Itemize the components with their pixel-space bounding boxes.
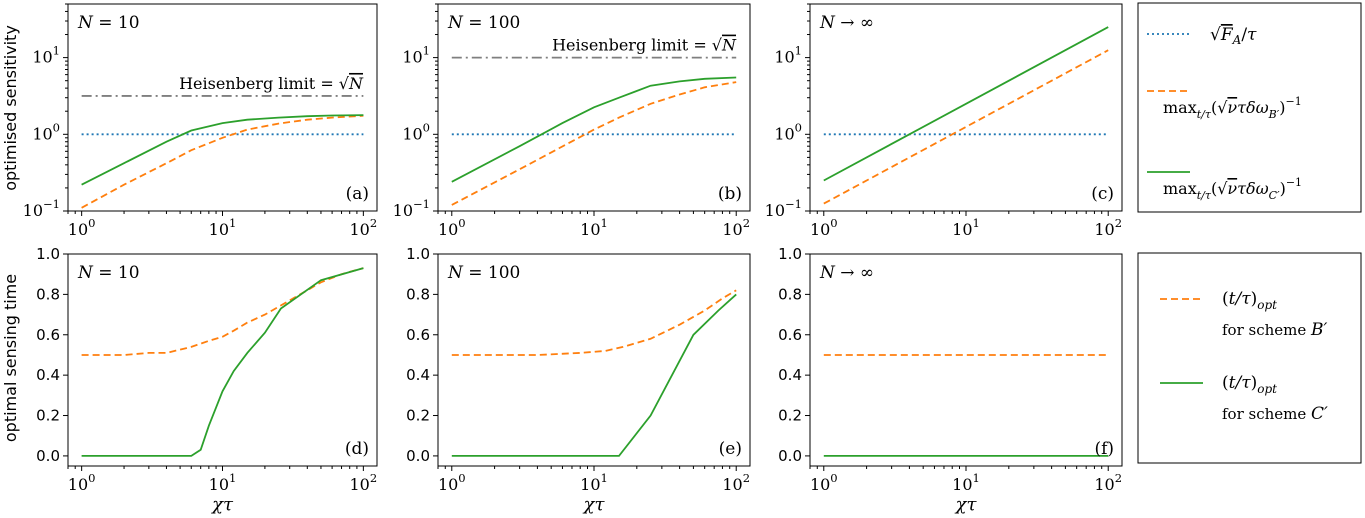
panel-letter: (d) — [345, 439, 369, 459]
heisenberg-limit-label: Heisenberg limit = √N — [552, 36, 737, 55]
x-tick-label: 100 — [68, 216, 96, 239]
panel-letter: (e) — [719, 439, 742, 459]
y-tick-label: 0.6 — [406, 326, 430, 344]
series-B-line — [451, 81, 737, 206]
x-tick-label: 101 — [580, 471, 608, 494]
x-tick-label: 100 — [810, 216, 838, 239]
y-tick-label: 0.2 — [406, 407, 430, 425]
x-tick-label: 100 — [438, 471, 466, 494]
y-tick-label: 0.4 — [406, 366, 430, 384]
y-tick-label: 0.4 — [778, 366, 802, 384]
legend-opt-C-label: (t/τ)opt — [1222, 373, 1277, 396]
x-tick-label: 100 — [68, 471, 96, 494]
panel-f: 100 101 102 0.0 0.2 0.4 0.6 0.8 1.0 N → ∞ (f) χτ — [778, 245, 1123, 515]
x-axis-label: χτ — [954, 494, 978, 515]
series-B-line — [81, 267, 364, 356]
y-tick-label: 0.0 — [36, 447, 60, 465]
x-tick-label: 101 — [580, 216, 608, 239]
panel-title: N = 10 — [77, 263, 140, 283]
panel-e: 100 101 102 0.0 0.2 0.4 0.6 0.8 1.0 N = 100 (e) χτ — [406, 245, 751, 515]
x-tick-label: 101 — [952, 471, 980, 494]
panel-letter: (c) — [1091, 184, 1114, 204]
y-tick-label: 100 — [32, 120, 60, 143]
y-tick-label: 100 — [402, 120, 430, 143]
panel-letter: (b) — [718, 184, 742, 204]
heisenberg-limit-label: Heisenberg limit = √N — [179, 74, 364, 93]
y-tick-label: 0.2 — [36, 407, 60, 425]
ylabel-bottom: optimal sensing time — [1, 274, 20, 442]
panel-title: N = 100 — [447, 13, 520, 33]
legend-C-label: maxt/τ(√ντδωC′)−1 — [1163, 176, 1302, 202]
y-tick-label: 1.0 — [406, 245, 430, 263]
y-tick-label: 0.6 — [778, 326, 802, 344]
y-tick-label: 10−1 — [23, 197, 60, 220]
y-tick-label: 0.2 — [778, 407, 802, 425]
y-tick-label: 0.0 — [778, 447, 802, 465]
panels: Heisenberg limit = √N 100 101 102 10−1 100 101… — [23, 3, 1123, 515]
x-tick-label: 101 — [209, 216, 237, 239]
panel-a: Heisenberg limit = √N 100 101 102 10−1 100 101… — [23, 3, 378, 239]
axes-frame — [67, 3, 378, 212]
y-tick-label: 10−1 — [393, 197, 430, 220]
series-C-line — [823, 26, 1109, 182]
x-tick-label: 100 — [438, 216, 466, 239]
series-C-line — [81, 267, 364, 457]
y-tick-label: 0.6 — [36, 326, 60, 344]
x-tick-label: 101 — [952, 216, 980, 239]
x-tick-label: 102 — [1094, 216, 1122, 239]
legend-opt-B-scheme: for scheme B′ — [1222, 320, 1328, 340]
legend-bottom-box — [1137, 252, 1362, 464]
legend-bottom: (t/τ)opt for scheme B′ (t/τ)opt for scheme … — [1137, 252, 1362, 464]
axes-frame — [437, 253, 751, 467]
series-C-line — [451, 76, 737, 183]
panel-title: N = 100 — [447, 263, 520, 283]
axes-frame — [809, 3, 1123, 212]
x-tick-label: 102 — [722, 471, 750, 494]
panel-c: 100 101 102 10−1 100 101 N → ∞ (c) — [765, 3, 1123, 239]
y-tick-label: 101 — [32, 44, 60, 67]
series-B-line — [81, 114, 364, 209]
panel-d: 100 101 102 0.0 0.2 0.4 0.6 0.8 1.0 N = 10 (d) χτ — [36, 245, 378, 515]
y-tick-label: 0.8 — [778, 285, 802, 303]
x-axis-label: χτ — [210, 494, 234, 515]
series-C-line — [451, 293, 737, 457]
legend-top-box — [1137, 2, 1362, 213]
x-tick-label: 100 — [810, 471, 838, 494]
y-tick-label: 0.0 — [406, 447, 430, 465]
series-B-line — [451, 289, 737, 356]
series-B-line — [823, 49, 1109, 205]
x-tick-label: 102 — [722, 216, 750, 239]
x-tick-label: 102 — [350, 471, 378, 494]
x-tick-label: 102 — [1094, 471, 1122, 494]
y-tick-label: 0.8 — [406, 285, 430, 303]
y-tick-label: 101 — [774, 44, 802, 67]
panel-title: N → ∞ — [819, 263, 874, 283]
x-axis-label: χτ — [582, 494, 606, 515]
legend-opt-C-scheme: for scheme C′ — [1222, 404, 1328, 424]
x-tick-label: 102 — [350, 216, 378, 239]
y-tick-label: 1.0 — [778, 245, 802, 263]
legend-fa-label: √FA/τ — [1210, 25, 1257, 47]
y-tick-label: 10−1 — [765, 197, 802, 220]
legend-top: √FA/τ maxt/τ(√ντδωB′)−1 maxt/τ(√ντδωC′)−1 — [1137, 2, 1362, 213]
panel-letter: (a) — [346, 184, 369, 204]
axes-frame — [67, 253, 378, 467]
y-tick-label: 0.8 — [36, 285, 60, 303]
y-tick-label: 1.0 — [36, 245, 60, 263]
panel-letter: (f) — [1094, 439, 1114, 459]
ylabel-top: optimised sensitivity — [1, 25, 20, 191]
y-tick-label: 101 — [402, 44, 430, 67]
y-tick-label: 0.4 — [36, 366, 60, 384]
series-C-line — [81, 114, 364, 186]
panel-b: Heisenberg limit = √N 100 101 102 10−1 100 101… — [393, 3, 751, 239]
y-tick-label: 100 — [774, 120, 802, 143]
legend-B-label: maxt/τ(√ντδωB′)−1 — [1163, 95, 1302, 121]
panel-title: N = 10 — [77, 13, 140, 33]
x-tick-label: 101 — [209, 471, 237, 494]
axes-frame — [809, 253, 1123, 467]
panel-title: N → ∞ — [819, 13, 874, 33]
legend-opt-B-label: (t/τ)opt — [1222, 289, 1277, 312]
